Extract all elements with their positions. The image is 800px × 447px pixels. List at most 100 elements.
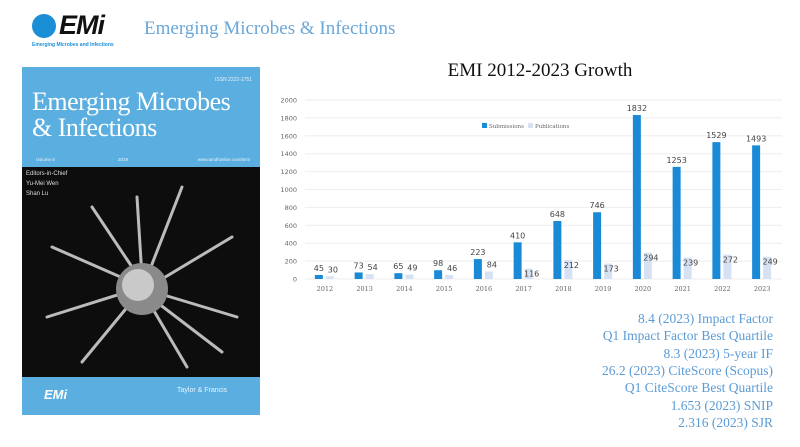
x-tick-label: 2020 xyxy=(635,285,652,293)
x-tick-label: 2016 xyxy=(476,285,493,293)
data-label: 173 xyxy=(603,265,618,274)
x-tick-label: 2018 xyxy=(555,285,572,293)
bar-submissions xyxy=(513,242,522,279)
bar-submissions xyxy=(672,166,681,279)
x-tick-label: 2023 xyxy=(754,285,771,293)
data-label: 65 xyxy=(393,262,403,271)
data-label: 272 xyxy=(723,256,738,265)
bar-publications xyxy=(723,254,732,279)
y-tick-label: 600 xyxy=(285,222,297,230)
bar-submissions xyxy=(394,273,403,279)
bar-submissions xyxy=(354,272,363,279)
metric-item: 8.3 (2023) 5-year IF xyxy=(663,345,773,361)
y-tick-label: 200 xyxy=(285,258,297,266)
cover-year: 2019 xyxy=(118,157,129,162)
data-label: 294 xyxy=(643,254,658,263)
y-tick-label: 1800 xyxy=(280,114,297,122)
data-label: 98 xyxy=(433,259,443,268)
data-label: 410 xyxy=(510,231,525,240)
metric-item: 1.653 (2023) SNIP xyxy=(670,397,773,413)
data-label: 84 xyxy=(487,260,497,269)
bar-submissions xyxy=(632,115,641,279)
bar-submissions xyxy=(434,270,443,279)
journal-cover: ISSN 2222-1751 Emerging Microbes & Infec… xyxy=(22,67,260,415)
bar-submissions xyxy=(712,142,721,279)
cover-issn: ISSN 2222-1751 xyxy=(215,77,252,83)
data-label: 212 xyxy=(564,261,579,270)
data-label: 73 xyxy=(354,261,364,270)
cover-editor: Yu-Mei Wen xyxy=(26,181,59,187)
x-tick-label: 2021 xyxy=(674,285,691,293)
cover-title: Emerging Microbes & Infections xyxy=(32,87,231,142)
legend-label: Publications xyxy=(535,124,569,130)
bar-submissions xyxy=(553,221,562,279)
bar-publications xyxy=(564,260,573,279)
bar-submissions xyxy=(473,259,482,279)
bar-publications xyxy=(484,271,493,279)
logo-subtitle: Emerging Microbes and Infections xyxy=(32,42,114,48)
emi-logo: EMi Emerging Microbes and Infections xyxy=(32,10,114,50)
legend-swatch xyxy=(482,123,487,128)
bar-publications xyxy=(604,263,613,279)
data-label: 1529 xyxy=(706,131,726,140)
bar-publications xyxy=(325,276,334,279)
x-tick-label: 2012 xyxy=(317,285,334,293)
data-label: 1253 xyxy=(666,156,686,165)
data-label: 54 xyxy=(368,263,378,272)
y-tick-label: 1400 xyxy=(280,150,297,158)
cover-title-line1: Emerging Microbes xyxy=(32,87,231,116)
data-label: 30 xyxy=(328,265,338,274)
x-tick-label: 2022 xyxy=(714,285,731,293)
y-tick-label: 0 xyxy=(293,276,297,284)
bar-submissions xyxy=(593,212,602,279)
page-title: Emerging Microbes & Infections xyxy=(144,18,396,39)
cover-microbe-image: Editors-in-Chief Yu-Mei Wen Shan Lu xyxy=(22,167,260,377)
data-label: 223 xyxy=(470,248,485,257)
metric-item: 8.4 (2023) Impact Factor xyxy=(638,311,773,326)
chart-title: EMI 2012-2023 Growth xyxy=(447,60,633,81)
bar-publications xyxy=(683,257,692,279)
x-tick-label: 2017 xyxy=(515,285,532,293)
data-label: 648 xyxy=(550,210,565,219)
microbe-logo-icon xyxy=(32,14,56,38)
bar-publications xyxy=(365,274,374,279)
data-label: 46 xyxy=(447,264,457,273)
cover-title-line2: & Infections xyxy=(32,113,157,142)
bar-submissions xyxy=(314,274,323,279)
cover-editors-label: Editors-in-Chief xyxy=(26,171,68,177)
cover-header: ISSN 2222-1751 Emerging Microbes & Infec… xyxy=(22,67,260,167)
metric-item: 26.2 (2023) CiteScore (Scopus) xyxy=(602,362,773,378)
data-label: 239 xyxy=(683,259,698,268)
data-label: 45 xyxy=(314,264,324,273)
y-tick-label: 800 xyxy=(285,204,297,212)
microbe-illustration xyxy=(45,185,239,369)
y-tick-label: 400 xyxy=(285,240,297,248)
data-label: 1832 xyxy=(627,104,647,113)
cover-emi-logo: EMi xyxy=(44,387,68,402)
bar-publications xyxy=(405,274,414,279)
logo-text: EMi xyxy=(59,10,105,40)
data-label: 249 xyxy=(762,258,777,267)
bar-publications xyxy=(763,256,772,279)
bar-publications xyxy=(643,252,652,279)
y-tick-label: 1200 xyxy=(280,168,297,176)
metric-item: Q1 Impact Factor Best Quartile xyxy=(602,328,773,344)
x-tick-label: 2015 xyxy=(436,285,453,293)
y-tick-label: 2000 xyxy=(280,97,297,105)
y-tick-label: 1000 xyxy=(280,186,297,194)
data-label: 49 xyxy=(407,264,417,273)
bar-publications xyxy=(524,268,533,279)
cover-editor: Shan Lu xyxy=(26,191,49,197)
data-label: 1493 xyxy=(746,134,766,143)
x-tick-label: 2014 xyxy=(396,285,413,293)
bar-chart: 0 200 400 600 800 1000 1200 1400 1600 1800 2000 201… xyxy=(280,97,782,293)
cover-volume: Volume 8 xyxy=(36,157,55,162)
publisher-logo: Taylor & Francis xyxy=(177,387,228,394)
metric-item: Q1 CiteScore Best Quartile xyxy=(624,380,773,396)
data-label: 116 xyxy=(524,270,539,279)
legend-swatch xyxy=(528,123,533,128)
data-label: 746 xyxy=(589,201,604,210)
y-tick-label: 1600 xyxy=(280,132,297,140)
x-tick-label: 2019 xyxy=(595,285,612,293)
metric-item: 2.316 (2023) SJR xyxy=(678,414,773,430)
